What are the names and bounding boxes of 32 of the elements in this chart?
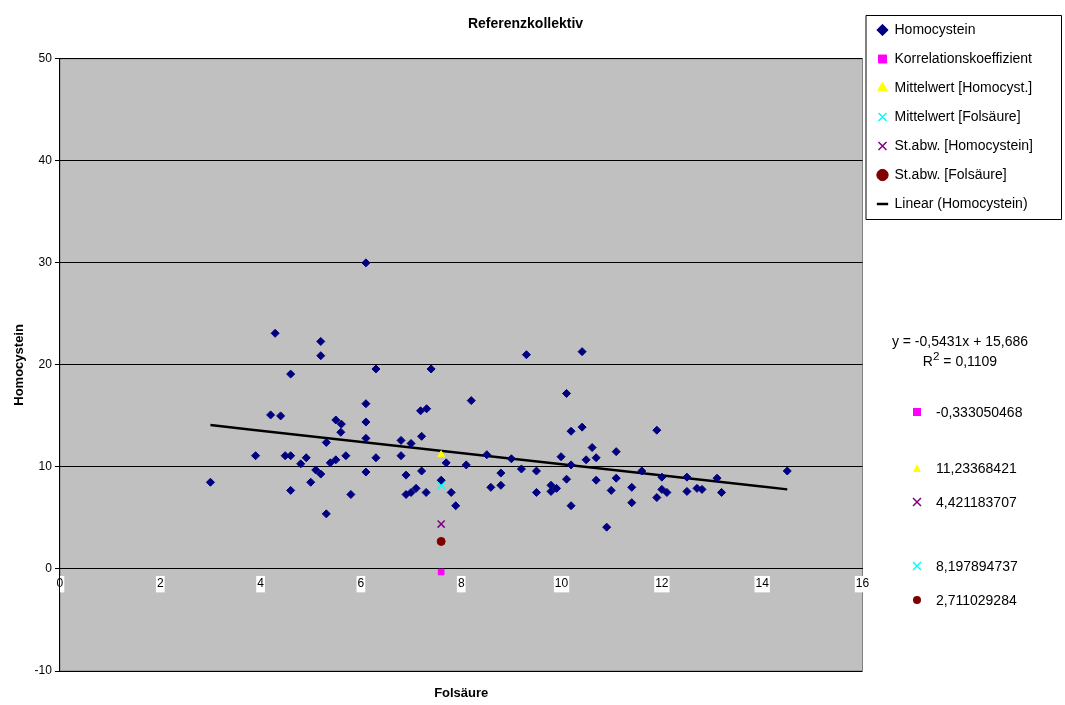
- y-tick-label: 40: [38, 153, 53, 168]
- x-tick-label: 8: [457, 576, 465, 591]
- y-tick-label: 30: [38, 255, 53, 270]
- x-tick-label: 14: [755, 576, 770, 591]
- x-tick-label: 16: [855, 576, 870, 591]
- y-tick-label: 0: [45, 561, 53, 576]
- text: 4,421183707: [936, 493, 1017, 510]
- x-tick-label: 6: [357, 576, 365, 591]
- x-tick-label: 12: [655, 576, 669, 591]
- x-tick-label: 2: [156, 576, 164, 591]
- x-axis-title: Folsäure: [434, 684, 489, 700]
- text: y = -0,5431x + 15,686: [890, 333, 1030, 349]
- legend-label: Homocystein: [894, 20, 976, 37]
- text: R$^{2}$ = 0,1109: [921, 349, 999, 369]
- legend-label: Linear (Homocystein): [894, 194, 1028, 211]
- text: 2,711029284: [936, 591, 1017, 608]
- text: 8,197894737: [936, 557, 1018, 574]
- chart-title: Referenzkollektiv: [467, 15, 584, 32]
- legend-label: St.abw. [Folsäure]: [894, 165, 1007, 182]
- legend-label: Mittelwert [Folsäure]: [894, 107, 1021, 124]
- x-tick-label: 10: [554, 576, 569, 591]
- text: 11,23368421: [936, 459, 1017, 476]
- legend-label: Mittelwert [Homocyst.]: [894, 78, 1033, 95]
- y-tick-label: 20: [38, 357, 53, 372]
- y-axis-title: Homocystein: [11, 324, 27, 406]
- legend-label: St.abw. [Homocystein]: [894, 136, 1034, 153]
- y-tick-label: 50: [38, 51, 53, 66]
- y-tick-label: 10: [38, 459, 53, 474]
- y-tick-label: -10: [34, 663, 53, 678]
- text: -0,333050468: [936, 403, 1023, 420]
- x-tick-label: 4: [257, 576, 265, 591]
- legend-label: Korrelationskoeffizient: [894, 49, 1033, 66]
